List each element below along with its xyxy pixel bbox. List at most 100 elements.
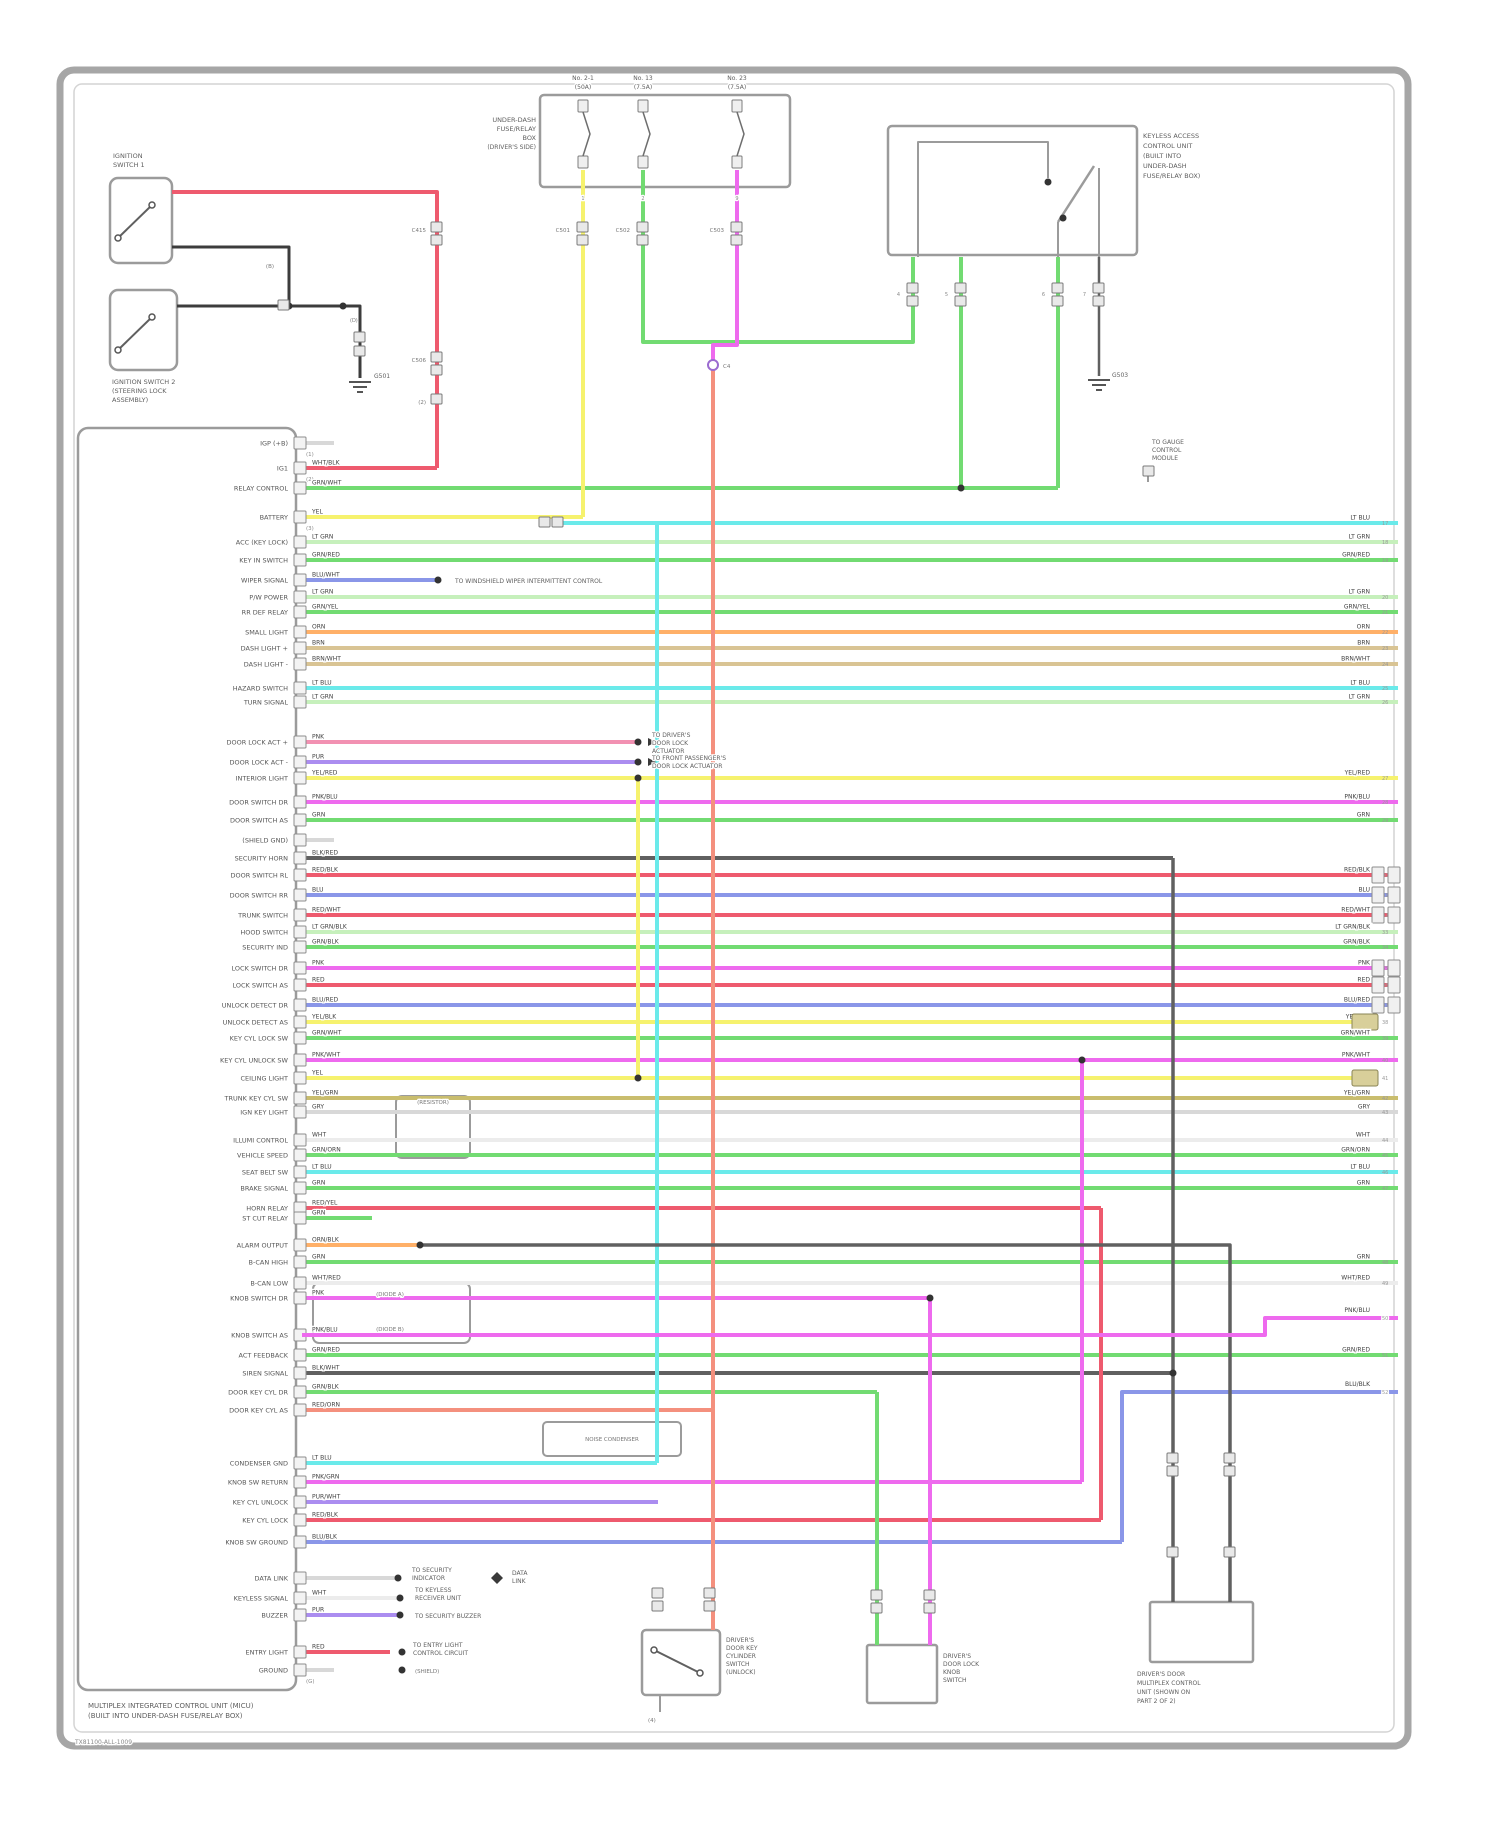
label: LT GRN [1349,694,1370,701]
label: 21 [1382,610,1388,616]
junction-dot [1044,178,1052,186]
pin-stub [293,657,307,671]
junction-dot [398,1648,406,1656]
label: 20 [1382,595,1388,601]
label: 2 [641,196,644,202]
pin-stub [293,833,307,847]
label: ACTUATOR [652,748,684,755]
label: RR DEF RELAY [242,609,288,617]
label: IGN KEY LIGHT [240,1109,288,1117]
junction-dot [396,1594,404,1602]
junction-dot [434,576,442,584]
label: KEY CYL UNLOCK [233,1499,289,1507]
label: 25 [1382,686,1388,692]
switch-terminal [114,234,122,242]
label: 46 [1382,1170,1388,1176]
label: HOOD SWITCH [240,929,288,937]
junction-dot [398,1666,406,1674]
label: RED [312,977,325,984]
noise-condenser [542,1421,682,1457]
pin-stub [293,1053,307,1067]
connector-stub [1051,282,1064,294]
label: DASH LIGHT + [241,645,288,653]
label: SECURITY HORN [235,855,288,863]
label: MULTIPLEX INTEGRATED CONTROL UNIT (MICU) [88,1702,254,1710]
label: PNK [1358,960,1371,967]
edge-connector [1387,906,1401,924]
connector-stub [1166,1452,1179,1464]
label: DATA [512,1570,528,1577]
label: LOCK SWITCH AS [233,982,289,990]
label: PART 2 OF 2) [1137,1698,1176,1705]
edge-connector [1387,996,1401,1014]
pin-stub [293,1211,307,1225]
fuse-terminal [637,155,649,169]
label: BLU/BLK [1345,1381,1371,1388]
label: GRN/RED [312,1347,340,1354]
fuse-element [642,111,651,157]
pin-stub [293,1165,307,1179]
fuse-terminal [731,155,743,169]
label: GRY [1358,1104,1370,1111]
edge-connector [1387,866,1401,884]
label: 52 [1382,1390,1388,1396]
label: BLU/WHT [312,572,340,579]
label: RECEIVER UNIT [415,1595,461,1602]
edge-connector [1371,906,1385,924]
label: 32 [1382,913,1388,919]
label: UNLOCK DETECT DR [222,1002,289,1010]
junction-dot [634,758,642,766]
label: ORN/BLK [312,1237,340,1244]
pin-stub [293,1091,307,1105]
label: PNK [312,1290,325,1297]
label: 26 [1382,700,1388,706]
label: IG1 [277,465,288,473]
label: DOOR SWITCH RL [230,872,288,880]
label: 28 [1382,800,1388,806]
label: (2) [418,400,426,406]
label: BLU/RED [1344,997,1371,1004]
connector-stub [1092,282,1105,294]
label: KEY CYL UNLOCK SW [220,1057,289,1065]
pin-stub [293,1015,307,1029]
connector-stub [576,221,589,233]
edge-connector [1387,886,1401,904]
pin-stub [293,868,307,882]
label: GRN/WHT [312,480,342,487]
pin-stub [293,1608,307,1622]
label: 4 [897,292,900,298]
label: 45 [1382,1153,1388,1159]
pin-stub [293,481,307,495]
label: TO ENTRY LIGHT [412,1642,463,1649]
label: RELAY CONTROL [234,485,288,493]
label: DOOR LOCK ACTUATOR [652,763,722,770]
label: 35 [1382,966,1388,972]
junction-dot [396,1611,404,1619]
label: PNK/GRN [312,1474,339,1481]
label: WHT [312,1132,326,1139]
pin-stub [293,1513,307,1527]
label: GRN/RED [312,552,340,559]
wire-route [917,141,1049,257]
label: B-CAN HIGH [249,1259,289,1267]
label: 37 [1382,1003,1388,1009]
label: DOOR LOCK ACT - [230,759,289,767]
label: KNOB SW RETURN [228,1479,288,1487]
fuse-terminal [637,99,649,113]
connector-stub [277,299,290,311]
label: RED/BLK [312,1512,339,1519]
junction-dot [926,1294,934,1302]
label: BATTERY [260,514,288,522]
connector-stub [430,364,443,376]
label: GRY [312,1104,324,1111]
edge-connector [1371,866,1385,884]
label: GRN/BLK [312,1384,340,1391]
label: LT GRN [1349,589,1370,596]
label: 36 [1382,983,1388,989]
label: TO GAUGE [1151,439,1184,446]
label: LT BLU [312,1455,332,1462]
switch-terminal [650,1646,658,1654]
label: C506 [412,358,427,364]
label: SMALL LIGHT [245,629,288,637]
label: GRN [1357,812,1370,819]
